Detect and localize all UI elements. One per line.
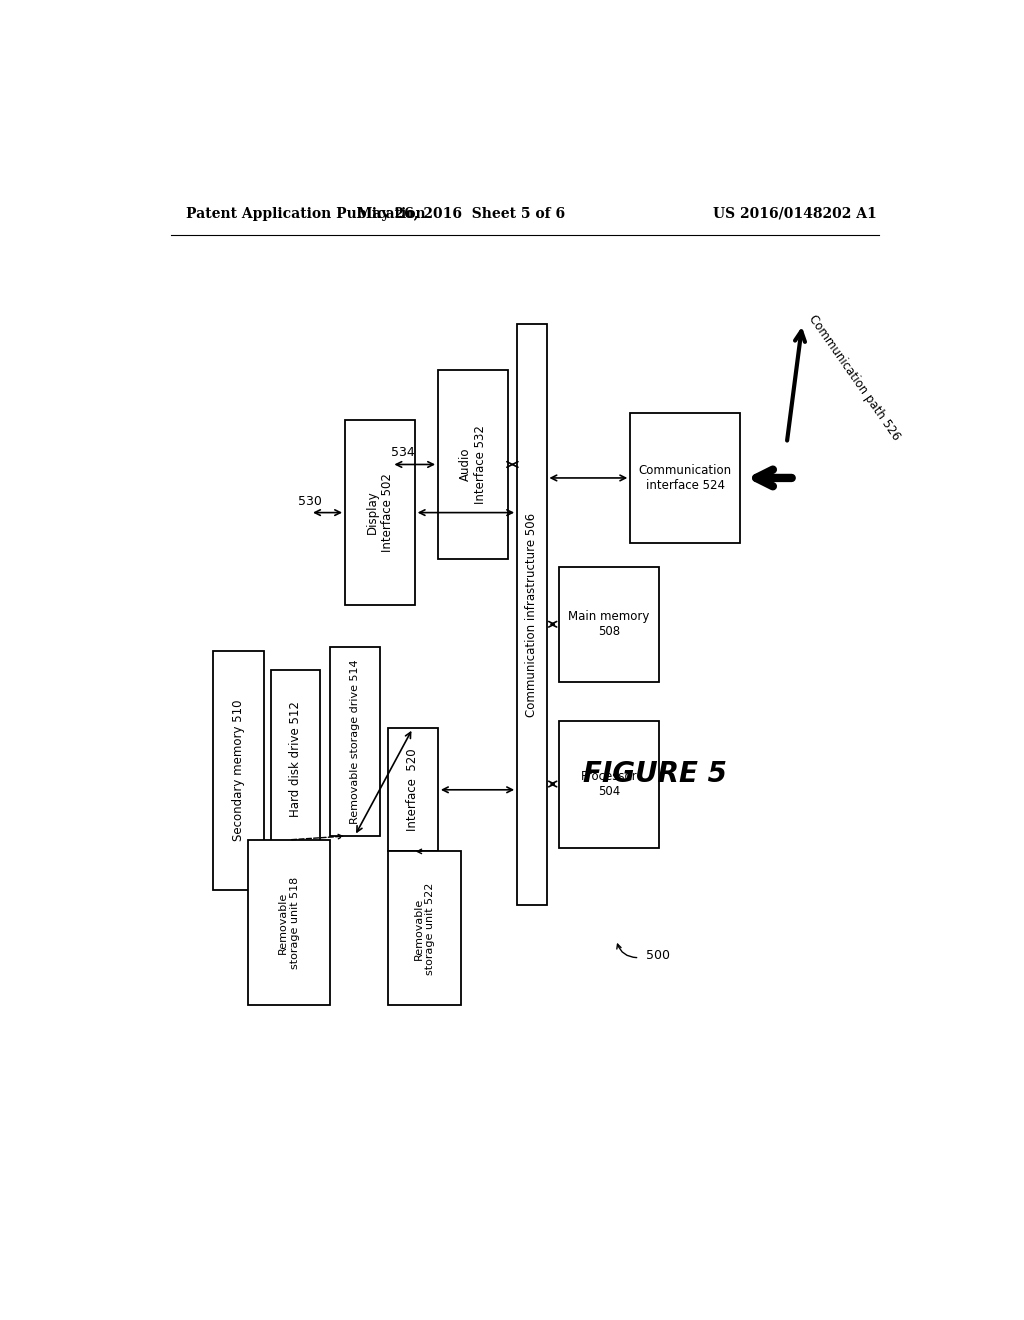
- Text: Main memory
508: Main memory 508: [568, 610, 649, 639]
- Bar: [213, 651, 263, 890]
- Text: Display
Interface 502: Display Interface 502: [366, 473, 394, 552]
- Text: Removable
storage unit 518: Removable storage unit 518: [278, 876, 300, 969]
- Bar: [438, 370, 508, 558]
- Text: Interface  520: Interface 520: [407, 748, 419, 832]
- Text: Patent Application Publication: Patent Application Publication: [186, 207, 426, 220]
- Bar: [559, 721, 658, 847]
- Bar: [271, 671, 321, 847]
- Text: Communication
interface 524: Communication interface 524: [639, 463, 732, 492]
- Bar: [345, 420, 415, 605]
- Text: Removable storage drive 514: Removable storage drive 514: [349, 660, 359, 824]
- Bar: [248, 840, 330, 1006]
- Text: FIGURE 5: FIGURE 5: [583, 760, 727, 788]
- Text: Communication path 526: Communication path 526: [806, 313, 903, 444]
- Text: Processor
504: Processor 504: [581, 770, 637, 799]
- Text: May 26, 2016  Sheet 5 of 6: May 26, 2016 Sheet 5 of 6: [357, 207, 565, 220]
- Bar: [559, 566, 658, 682]
- Bar: [388, 729, 438, 851]
- Bar: [630, 412, 740, 544]
- Text: 534: 534: [391, 446, 415, 459]
- Text: Audio
Interface 532: Audio Interface 532: [459, 425, 486, 504]
- Bar: [517, 323, 547, 906]
- Text: 530: 530: [298, 495, 323, 508]
- Text: Removable
storage unit 522: Removable storage unit 522: [414, 882, 435, 974]
- Text: Communication infrastructure 506: Communication infrastructure 506: [525, 512, 539, 717]
- Text: US 2016/0148202 A1: US 2016/0148202 A1: [713, 207, 877, 220]
- Text: Secondary memory 510: Secondary memory 510: [232, 700, 245, 841]
- Text: 500: 500: [646, 949, 670, 962]
- Text: Hard disk drive 512: Hard disk drive 512: [290, 701, 302, 817]
- Bar: [330, 647, 380, 836]
- Bar: [388, 851, 461, 1006]
